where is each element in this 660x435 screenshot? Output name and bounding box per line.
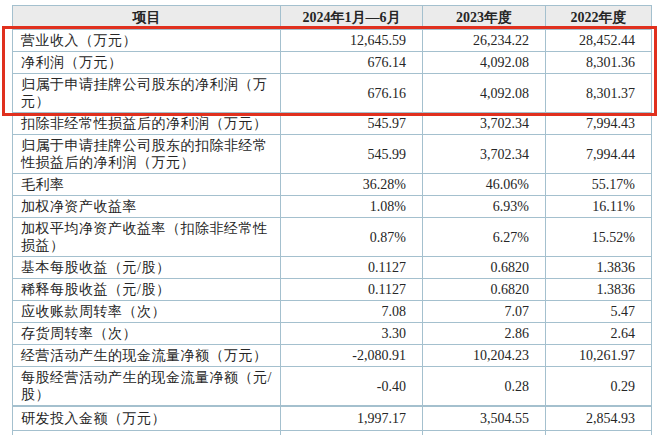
cell-value: 12,645.59 bbox=[281, 30, 423, 52]
table-row: 存货周转率（次）3.302.862.64 bbox=[13, 323, 652, 345]
table-row: 毛利率36.28%46.06%55.17% bbox=[13, 174, 652, 196]
row-label: 稀释每股收益（元/股） bbox=[13, 279, 281, 301]
cell-value: 0.87% bbox=[281, 218, 423, 257]
cell-value: 7,994.44 bbox=[546, 135, 652, 174]
table-row: 应收账款周转率（次）7.087.075.47 bbox=[13, 301, 652, 323]
cell-value: 676.14 bbox=[281, 52, 423, 74]
cell-value: 0.6820 bbox=[423, 257, 546, 279]
cell-value: 55.17% bbox=[546, 174, 652, 196]
row-label: 归属于申请挂牌公司股东的扣除非经常性损益后的净利润（万元） bbox=[13, 135, 281, 174]
cell-value: 46.06% bbox=[423, 174, 546, 196]
cell-value: 15.79% bbox=[281, 431, 423, 435]
table-row: 经营活动产生的现金流量净额（万元）-2,080.9110,204.2310,26… bbox=[13, 345, 652, 367]
cell-value: 5.47 bbox=[546, 301, 652, 323]
table-row: 稀释每股收益（元/股）0.11270.68201.3836 bbox=[13, 279, 652, 301]
cell-value: -2,080.91 bbox=[281, 345, 423, 367]
table-row: 加权平均净资产收益率（扣除非经常性损益）0.87%6.27%15.52% bbox=[13, 218, 652, 257]
cell-value: 26,234.22 bbox=[423, 30, 546, 52]
cell-value: 1.08% bbox=[281, 196, 423, 218]
cell-value: 8,301.36 bbox=[546, 52, 652, 74]
row-label: 每股经营活动产生的现金流量净额（元/股） bbox=[13, 367, 281, 407]
cell-value: 7,994.43 bbox=[546, 113, 652, 135]
cell-value: 15.52% bbox=[546, 218, 652, 257]
cell-value: 2.64 bbox=[546, 323, 652, 345]
cell-value: 1.3836 bbox=[546, 279, 652, 301]
column-header: 项目 bbox=[13, 6, 281, 30]
row-label: 毛利率 bbox=[13, 174, 281, 196]
cell-value: 545.97 bbox=[281, 113, 423, 135]
cell-value: -0.40 bbox=[281, 367, 423, 407]
cell-value: 3,702.34 bbox=[423, 113, 546, 135]
cell-value: 8,301.37 bbox=[546, 74, 652, 113]
table-row: 基本每股收益（元/股）0.11270.68201.3836 bbox=[13, 257, 652, 279]
table-row: 每股经营活动产生的现金流量净额（元/股）-0.400.280.29 bbox=[13, 367, 652, 407]
cell-value: 0.28 bbox=[423, 367, 546, 407]
table-row: 归属于申请挂牌公司股东的扣除非经常性损益后的净利润（万元）545.993,702… bbox=[13, 135, 652, 174]
cell-value: 2,854.93 bbox=[546, 406, 652, 431]
table-header: 项目2024年1月—6月2023年度2022年度 bbox=[13, 6, 652, 30]
row-label: 经营活动产生的现金流量净额（万元） bbox=[13, 345, 281, 367]
column-header: 2024年1月—6月 bbox=[281, 6, 423, 30]
table-row: 净利润（万元）676.144,092.088,301.36 bbox=[13, 52, 652, 74]
table-row: 归属于申请挂牌公司股东的净利润（万元）676.164,092.088,301.3… bbox=[13, 74, 652, 113]
row-label: 扣除非经常性损益后的净利润（万元） bbox=[13, 113, 281, 135]
financial-table: 项目2024年1月—6月2023年度2022年度 营业收入（万元）12,645.… bbox=[12, 5, 652, 435]
cell-value: 2.86 bbox=[423, 323, 546, 345]
cell-value: 3,504.55 bbox=[423, 406, 546, 431]
table-row: 营业收入（万元）12,645.5926,234.2228,452.44 bbox=[13, 30, 652, 52]
cell-value: 3,702.34 bbox=[423, 135, 546, 174]
table-row: 扣除非经常性损益后的净利润（万元）545.973,702.347,994.43 bbox=[13, 113, 652, 135]
cell-value: 3.30 bbox=[281, 323, 423, 345]
row-label: 加权净资产收益率 bbox=[13, 196, 281, 218]
cell-value: 10.03% bbox=[546, 431, 652, 435]
cell-value: 0.1127 bbox=[281, 257, 423, 279]
cell-value: 1,997.17 bbox=[281, 406, 423, 431]
cell-value: 1.3836 bbox=[546, 257, 652, 279]
cell-value: 4,092.08 bbox=[423, 52, 546, 74]
row-label: 净利润（万元） bbox=[13, 52, 281, 74]
table-row: 研发投入金额（万元）1,997.173,504.552,854.93 bbox=[13, 406, 652, 431]
row-label: 研发投入占营业收入比例 bbox=[13, 431, 281, 435]
header-row: 项目2024年1月—6月2023年度2022年度 bbox=[13, 6, 652, 30]
cell-value: 676.16 bbox=[281, 74, 423, 113]
column-header: 2023年度 bbox=[423, 6, 546, 30]
cell-value: 7.08 bbox=[281, 301, 423, 323]
row-label: 存货周转率（次） bbox=[13, 323, 281, 345]
cell-value: 4,092.08 bbox=[423, 74, 546, 113]
cell-value: 16.11% bbox=[546, 196, 652, 218]
row-label: 营业收入（万元） bbox=[13, 30, 281, 52]
cell-value: 28,452.44 bbox=[546, 30, 652, 52]
row-label: 研发投入金额（万元） bbox=[13, 406, 281, 431]
column-header: 2022年度 bbox=[546, 6, 652, 30]
row-label: 加权平均净资产收益率（扣除非经常性损益） bbox=[13, 218, 281, 257]
cell-value: 36.28% bbox=[281, 174, 423, 196]
cell-value: 10,261.97 bbox=[546, 345, 652, 367]
financial-summary-page: 项目2024年1月—6月2023年度2022年度 营业收入（万元）12,645.… bbox=[0, 0, 660, 435]
cell-value: 0.29 bbox=[546, 367, 652, 407]
row-label: 基本每股收益（元/股） bbox=[13, 257, 281, 279]
cell-value: 6.27% bbox=[423, 218, 546, 257]
row-label: 应收账款周转率（次） bbox=[13, 301, 281, 323]
table-body: 营业收入（万元）12,645.5926,234.2228,452.44净利润（万… bbox=[13, 30, 652, 435]
cell-value: 13.36% bbox=[423, 431, 546, 435]
table-row: 加权净资产收益率1.08%6.93%16.11% bbox=[13, 196, 652, 218]
cell-value: 6.93% bbox=[423, 196, 546, 218]
row-label: 归属于申请挂牌公司股东的净利润（万元） bbox=[13, 74, 281, 113]
cell-value: 0.6820 bbox=[423, 279, 546, 301]
cell-value: 0.1127 bbox=[281, 279, 423, 301]
cell-value: 7.07 bbox=[423, 301, 546, 323]
cell-value: 545.99 bbox=[281, 135, 423, 174]
cell-value: 10,204.23 bbox=[423, 345, 546, 367]
table-row: 研发投入占营业收入比例15.79%13.36%10.03% bbox=[13, 431, 652, 435]
